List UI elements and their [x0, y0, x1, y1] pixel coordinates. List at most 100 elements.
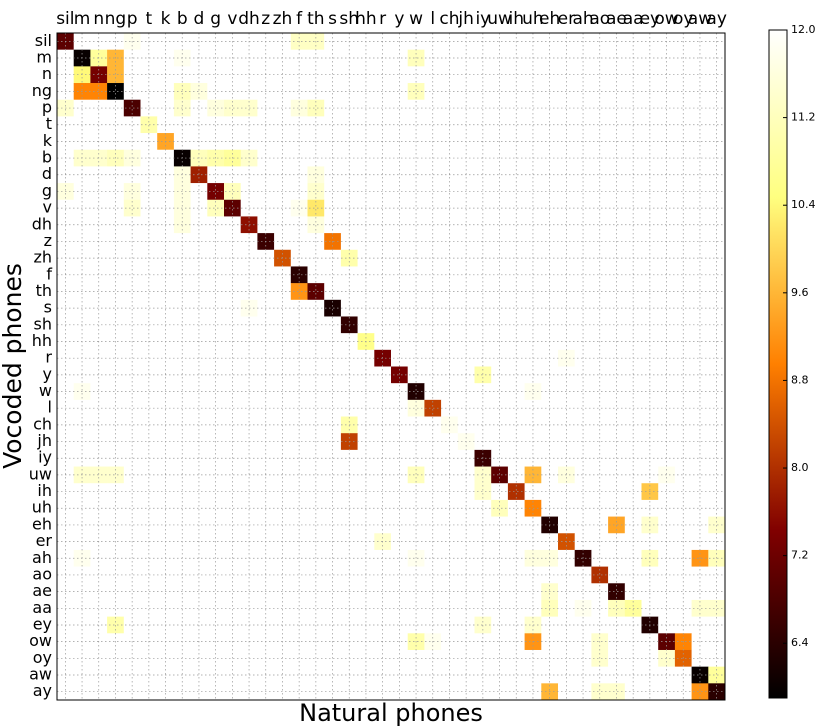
- cell: [391, 499, 408, 517]
- y-tick-label: k: [43, 131, 53, 150]
- cell: [290, 216, 308, 234]
- cell: [691, 483, 709, 501]
- cell: [674, 299, 692, 317]
- cell: [391, 599, 408, 617]
- cell: [658, 499, 676, 517]
- cell: [274, 683, 292, 701]
- x-tick-label: ih: [509, 9, 525, 29]
- y-tick-label: s: [44, 298, 52, 317]
- cell: [190, 683, 208, 701]
- cell: [123, 166, 141, 184]
- cell: [474, 683, 492, 701]
- cell: [374, 83, 392, 100]
- cell: [507, 583, 525, 601]
- cell: [708, 599, 726, 617]
- y-tick-label: sh: [34, 314, 52, 333]
- cell: [674, 266, 692, 284]
- cell: [324, 66, 342, 84]
- x-tick-label: m: [74, 9, 91, 29]
- cell: [374, 216, 392, 234]
- cell: [491, 116, 509, 134]
- cell: [274, 599, 292, 617]
- cell: [107, 216, 125, 234]
- cell: [374, 199, 392, 217]
- cell: [507, 183, 525, 201]
- heatmap-cells: [57, 33, 726, 701]
- cell: [391, 666, 408, 684]
- cell: [658, 366, 676, 384]
- cell: [491, 499, 509, 517]
- cell: [574, 466, 592, 484]
- cell: [374, 499, 392, 517]
- cell: [424, 83, 442, 100]
- cell: [708, 383, 726, 401]
- cell: [307, 266, 325, 284]
- cell: [190, 366, 208, 384]
- cell: [107, 183, 125, 201]
- y-tick-label: aw: [29, 664, 52, 683]
- y-tick-label: ow: [29, 631, 52, 650]
- cell: [374, 466, 392, 484]
- cell: [674, 499, 692, 517]
- cell: [207, 116, 225, 134]
- cell: [658, 83, 676, 100]
- cell: [90, 466, 108, 484]
- cell: [574, 666, 592, 684]
- cell: [274, 299, 292, 317]
- cell: [324, 116, 342, 134]
- cell: [224, 66, 241, 84]
- cell: [407, 583, 425, 601]
- cell: [207, 566, 225, 584]
- cell: [190, 399, 208, 417]
- cell: [274, 366, 292, 384]
- cell: [391, 383, 408, 401]
- cell: [691, 316, 709, 334]
- cell: [708, 466, 726, 484]
- cell: [474, 366, 492, 384]
- cell: [274, 383, 292, 401]
- x-tick-label: aa: [623, 9, 644, 29]
- cell: [691, 83, 709, 100]
- cell: [674, 99, 692, 117]
- cell: [107, 683, 125, 701]
- x-tick-label: eh: [539, 9, 560, 29]
- cell: [190, 583, 208, 601]
- cell: [507, 399, 525, 417]
- cell: [424, 683, 442, 701]
- cell: [691, 383, 709, 401]
- cell: [424, 383, 442, 401]
- cell: [708, 583, 726, 601]
- cell: [90, 199, 108, 217]
- cell: [123, 316, 141, 334]
- cell: [190, 166, 208, 184]
- plot-frame: [56, 32, 726, 701]
- cell: [123, 216, 141, 234]
- cell: [608, 399, 626, 417]
- cell: [708, 216, 726, 234]
- cell: [658, 666, 676, 684]
- cell: [674, 566, 692, 584]
- cell: [708, 499, 726, 517]
- cell: [123, 466, 141, 484]
- cell: [207, 66, 225, 84]
- cell: [507, 266, 525, 284]
- cell: [591, 199, 609, 217]
- cell: [224, 266, 241, 284]
- cell: [424, 583, 442, 601]
- x-tick-label: er: [558, 9, 575, 29]
- cell: [90, 366, 108, 384]
- cell: [307, 583, 325, 601]
- cell: [574, 83, 592, 100]
- cell: [207, 583, 225, 601]
- cell: [658, 399, 676, 417]
- cell: [123, 283, 141, 301]
- cell: [290, 166, 308, 184]
- cell: [658, 383, 676, 401]
- cell: [224, 299, 241, 317]
- cell: [107, 399, 125, 417]
- cell: [90, 566, 108, 584]
- cell: [574, 483, 592, 501]
- cell: [123, 583, 141, 601]
- cell: [658, 283, 676, 301]
- y-tick-label: p: [42, 98, 52, 117]
